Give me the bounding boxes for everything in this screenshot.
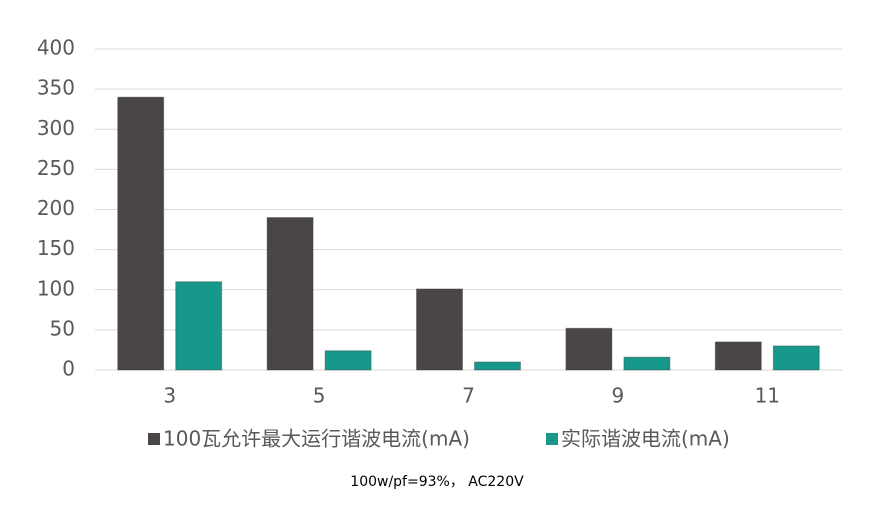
- y-tick-label: 400: [37, 36, 75, 60]
- x-tick-label: 9: [612, 384, 625, 408]
- y-tick-label: 50: [50, 316, 75, 340]
- bar: [623, 356, 671, 371]
- x-tick-label: 3: [163, 384, 176, 408]
- y-tick-label: 150: [37, 236, 75, 260]
- x-tick-label: 5: [313, 384, 326, 408]
- y-tick-label: 250: [37, 156, 75, 180]
- bar: [565, 327, 613, 371]
- bar: [474, 361, 521, 371]
- y-tick-label: 350: [37, 76, 75, 100]
- annotation: 100w/pf=93%， AC220V: [350, 474, 524, 490]
- y-tick-label: 0: [62, 357, 75, 381]
- x-tick-label: 11: [755, 384, 780, 408]
- legend-marker: [148, 433, 160, 445]
- x-tick-label: 7: [462, 384, 475, 408]
- bar: [714, 341, 762, 371]
- y-tick-label: 300: [37, 116, 75, 140]
- legend-label: 100瓦允许最大运行谐波电流(mA): [163, 427, 470, 451]
- bar: [266, 217, 314, 371]
- bar: [416, 288, 463, 371]
- legend-marker: [546, 433, 558, 445]
- bar: [117, 96, 165, 371]
- y-tick-label: 100: [37, 276, 75, 300]
- bar: [175, 281, 223, 371]
- bar: [324, 350, 372, 371]
- bar: [772, 345, 820, 371]
- legend-label: 实际谐波电流(mA): [561, 427, 730, 451]
- y-tick-label: 200: [37, 196, 75, 220]
